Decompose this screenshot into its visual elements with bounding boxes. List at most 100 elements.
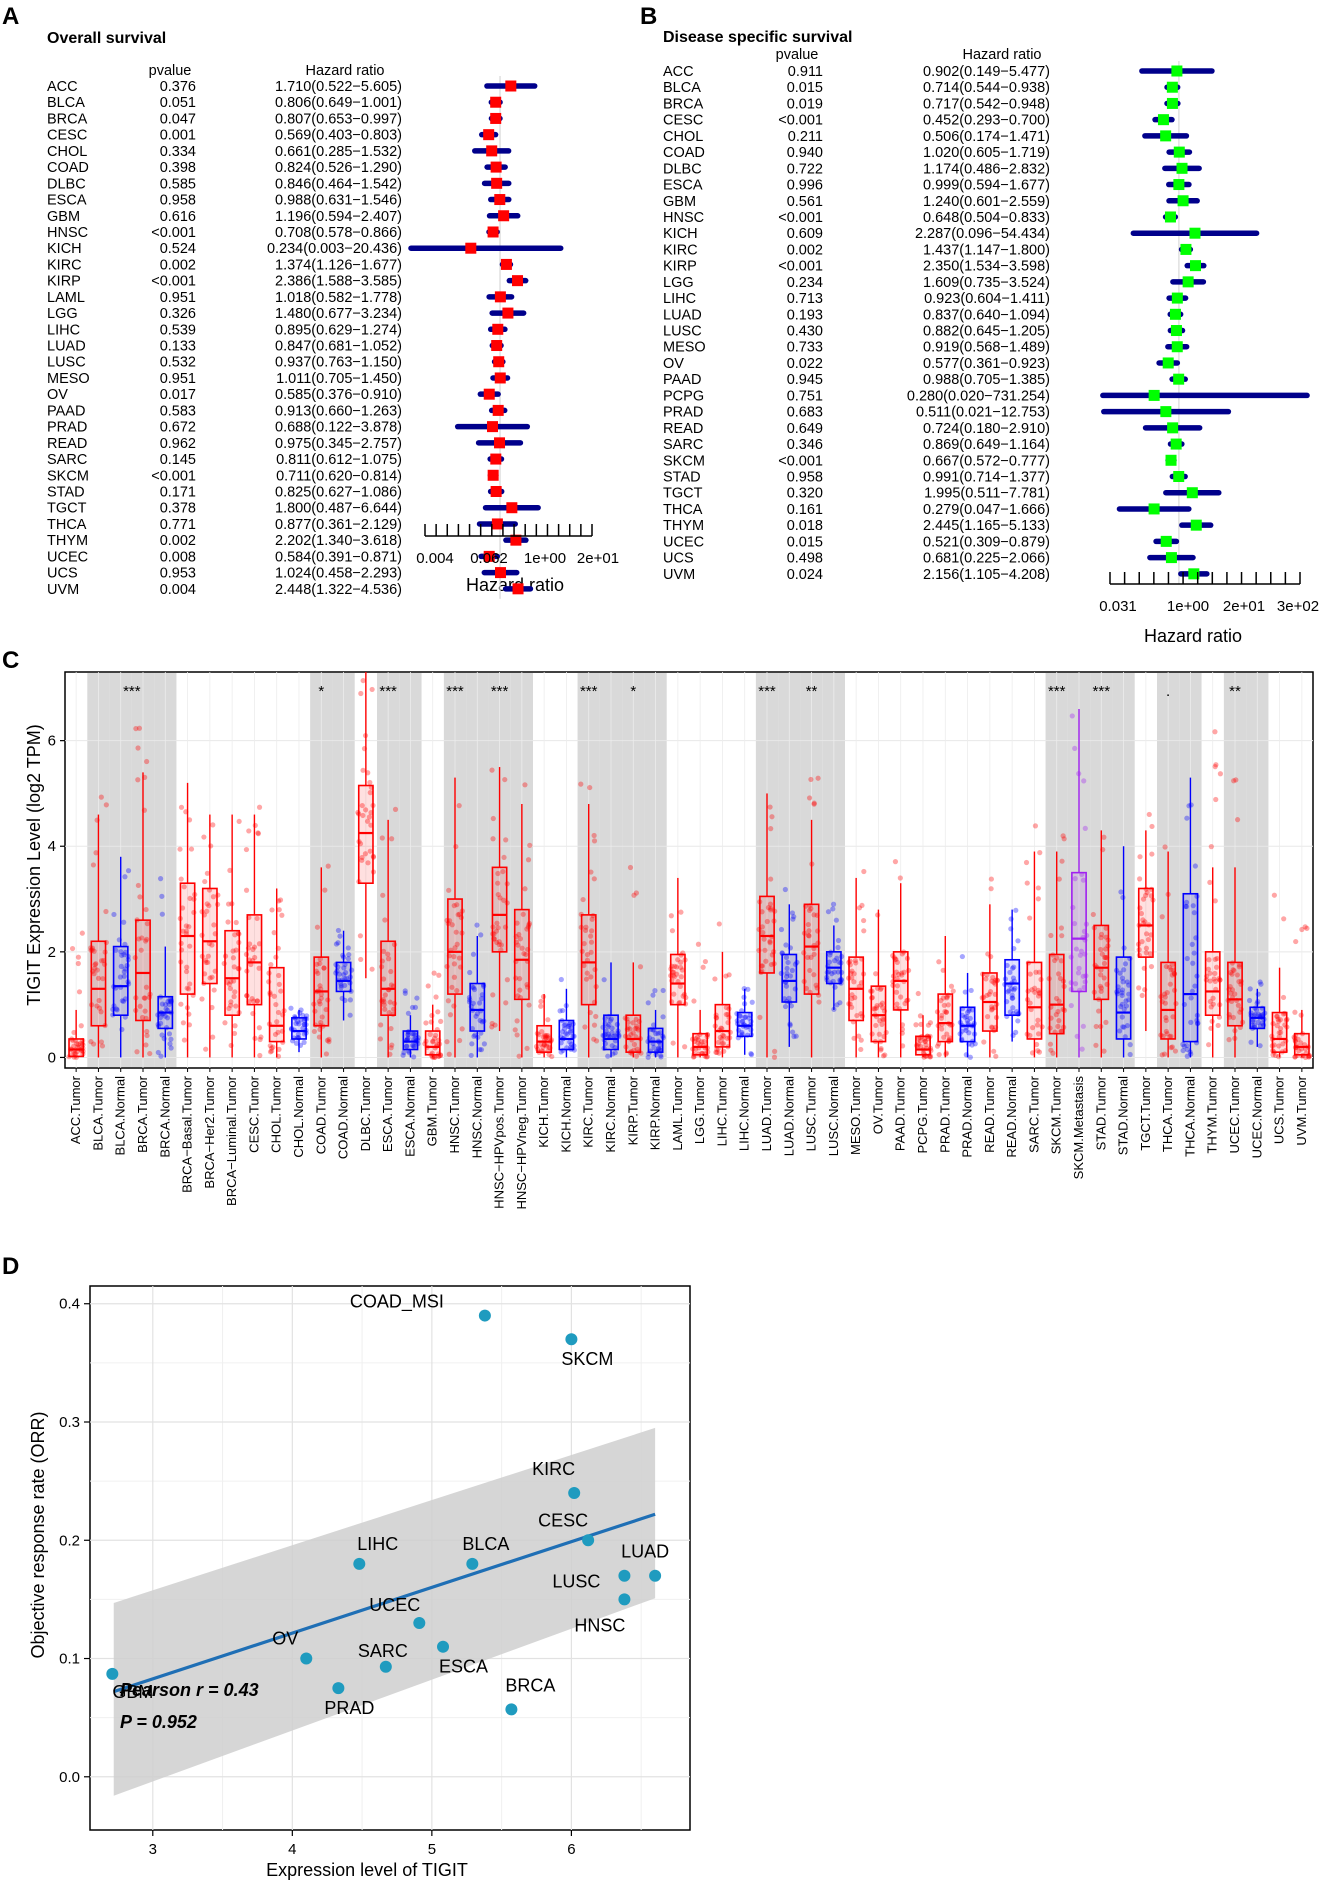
data-point [882, 1052, 888, 1058]
hr-point [1182, 276, 1194, 288]
data-point [1180, 1041, 1186, 1047]
data-point [669, 928, 676, 934]
box [558, 1019, 575, 1051]
hr-point [1170, 438, 1182, 450]
data-point [761, 936, 767, 942]
data-point [321, 965, 327, 971]
data-point [612, 1050, 618, 1056]
data-point [451, 961, 457, 967]
data-point [449, 922, 455, 928]
box [402, 1030, 419, 1051]
data-point [1250, 1018, 1256, 1025]
x-tick-label: 6 [567, 1841, 575, 1858]
data-point [645, 1054, 651, 1060]
data-point [514, 1018, 520, 1024]
data-point [247, 941, 253, 947]
cancer-label: PAAD [47, 403, 85, 419]
data-point [652, 988, 658, 994]
data-point [936, 1041, 942, 1047]
data-point [1035, 885, 1041, 891]
data-point [1098, 946, 1104, 953]
data-point [71, 1029, 77, 1036]
cancer-label: THCA [47, 517, 87, 533]
data-point [271, 930, 277, 936]
confidence-band [113, 1427, 656, 1796]
data-point [771, 1054, 778, 1060]
data-point [457, 1037, 463, 1044]
data-point [1027, 1032, 1033, 1039]
cancer-label: HNSC [663, 210, 704, 226]
data-point [938, 998, 944, 1004]
data-point [591, 832, 597, 839]
panel-d-x-axis-title: Expression level of TIGIT [266, 1860, 468, 1880]
data-point [1188, 802, 1194, 808]
data-point [581, 940, 587, 947]
data-point [1137, 854, 1143, 860]
data-point [894, 959, 900, 965]
x-tick-label: LAML.Tumor [670, 1075, 685, 1150]
data-point [826, 968, 832, 975]
data-point [1072, 981, 1079, 987]
hazard-ratio-value: 0.869(0.649−1.164) [923, 437, 1050, 453]
data-point [1146, 811, 1152, 818]
data-point [1069, 713, 1075, 719]
hazard-ratio-value: 0.577(0.361−0.923) [923, 356, 1050, 372]
data-point [1121, 1024, 1127, 1030]
cancer-label: ESCA [663, 178, 703, 194]
data-point [772, 1048, 778, 1054]
data-point [1004, 962, 1010, 969]
data-point [1101, 834, 1107, 840]
data-point [678, 974, 684, 980]
box [1071, 871, 1087, 993]
data-point [1071, 920, 1078, 927]
pvalue-value: 0.008 [160, 549, 196, 565]
data-point [231, 994, 237, 1000]
cancer-label: LIHC [47, 322, 80, 338]
data-point [1077, 952, 1083, 958]
data-point [723, 1011, 729, 1018]
x-tick-label: KIRP.Normal [648, 1076, 663, 1150]
pvalue-value: 0.133 [160, 339, 196, 355]
box [803, 903, 820, 995]
hazard-ratio-value: 0.902(0.149−5.477) [923, 64, 1050, 80]
data-point [433, 1032, 439, 1038]
data-point [943, 1051, 949, 1057]
significance-label: ** [1229, 683, 1241, 700]
data-point [1184, 1042, 1190, 1049]
data-point [849, 996, 855, 1002]
pvalue-value: 0.498 [787, 551, 823, 567]
hazard-ratio-value: 0.280(0.020−731.254) [907, 388, 1050, 404]
data-point [858, 1046, 864, 1053]
data-point [542, 1034, 548, 1040]
hr-point [487, 421, 499, 433]
data-point [1081, 778, 1087, 784]
hr-point [490, 161, 502, 173]
data-point [965, 1020, 971, 1026]
data-point [137, 894, 143, 900]
data-point [682, 1044, 688, 1050]
data-point [1030, 1025, 1036, 1031]
data-point [159, 893, 165, 899]
data-point [276, 981, 282, 987]
data-point [1009, 992, 1015, 998]
data-point [493, 928, 499, 934]
data-point [449, 984, 455, 990]
data-point [1119, 1014, 1125, 1020]
data-point [122, 966, 128, 972]
data-point [892, 859, 899, 865]
data-point [341, 972, 347, 978]
data-point [225, 901, 232, 907]
pvalue-value: 0.022 [787, 356, 823, 372]
data-point [1281, 916, 1287, 922]
data-point [942, 1008, 948, 1015]
cancer-label: GBM [663, 194, 696, 210]
data-point [1168, 1033, 1174, 1039]
data-point [791, 1033, 797, 1040]
y-tick-label: 2 [48, 944, 56, 961]
data-point [630, 1030, 636, 1036]
data-point [1190, 903, 1196, 909]
data-point [1024, 880, 1030, 886]
data-point [605, 1053, 611, 1059]
hazard-ratio-value: 0.711(0.620−0.814) [276, 468, 402, 484]
cancer-label: HNSC [47, 225, 88, 241]
